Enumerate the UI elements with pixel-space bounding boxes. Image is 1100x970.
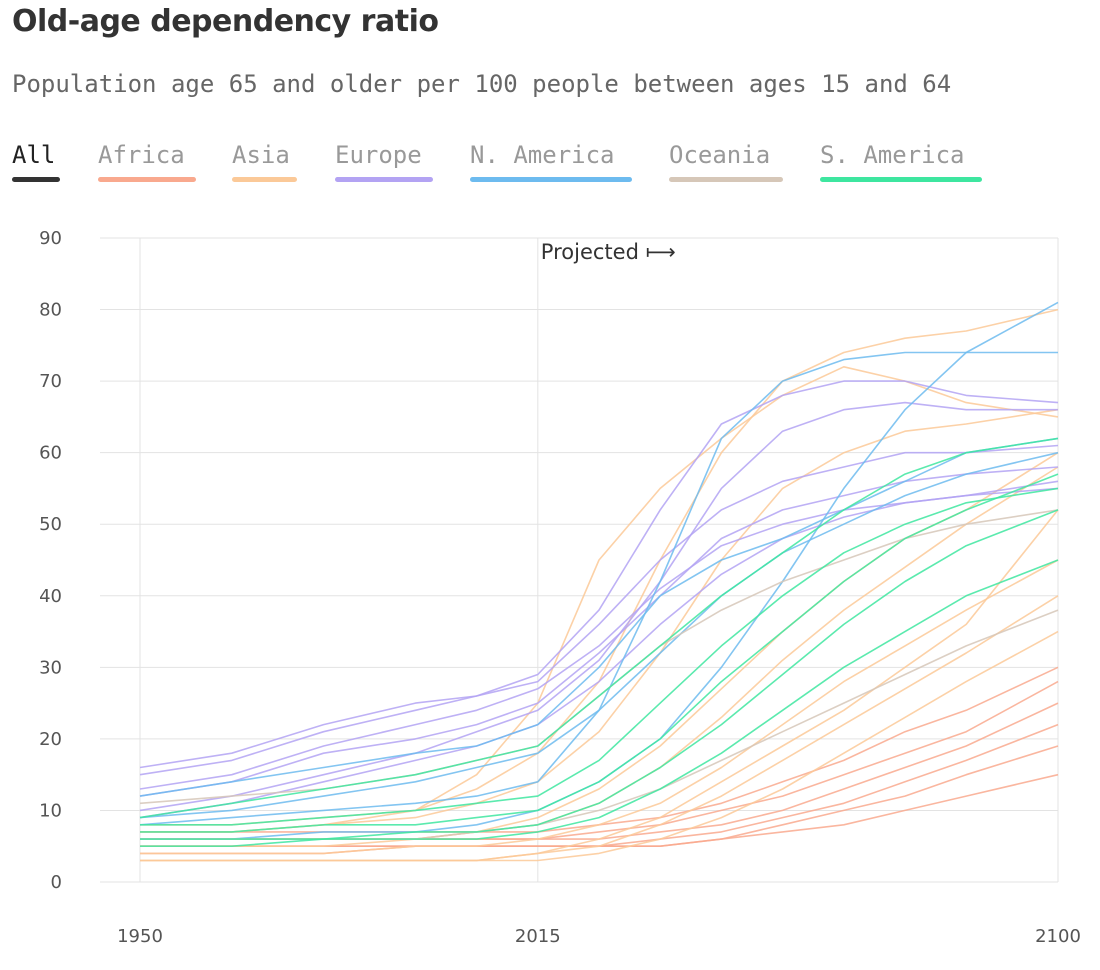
series-line [140, 473, 1059, 833]
tab-all-underline [12, 177, 60, 182]
tab-europe-underline [335, 177, 433, 182]
dependency-ratio-chart: 0 10 20 30 40 50 60 70 80 90 1950 2015 2100 Projected… [39, 228, 1081, 947]
y-tick-label: 20 [39, 729, 62, 750]
series-line [139, 466, 1059, 797]
tab-oceania[interactable]: Oceania [669, 140, 783, 186]
tab-all-label: All [12, 141, 56, 169]
tab-africa-label: Africa [98, 141, 185, 169]
y-tick-label: 90 [39, 228, 62, 249]
series-line [139, 480, 1059, 819]
x-tick-label: 2015 [515, 926, 561, 947]
tab-asia-label: Asia [232, 141, 290, 169]
tab-asia-underline [232, 177, 297, 182]
y-tick-label: 30 [39, 657, 62, 678]
series-line [139, 444, 1059, 776]
tab-europe-label: Europe [335, 141, 422, 169]
y-tick-label: 50 [39, 514, 62, 535]
tab-africa[interactable]: Africa [98, 140, 196, 186]
series-line [139, 351, 1058, 826]
series-line [140, 301, 1059, 840]
series-line [139, 487, 1059, 790]
series-line [140, 408, 1059, 833]
series-line [139, 451, 1059, 819]
series-line [140, 559, 1059, 848]
x-tick-label: 1950 [117, 926, 163, 947]
tab-oceania-label: Oceania [669, 141, 771, 169]
series-line [140, 487, 1059, 826]
series-line [140, 366, 1059, 833]
page-subtitle: Population age 65 and older per 100 peop… [12, 70, 952, 98]
series-line [139, 437, 1059, 819]
y-tick-label: 10 [39, 800, 62, 821]
series-line [140, 609, 1059, 840]
y-tick-label: 60 [39, 443, 62, 464]
x-tick-label: 2100 [1035, 926, 1081, 947]
y-tick-label: 0 [51, 872, 62, 893]
series-line [140, 452, 1059, 848]
tab-africa-underline [98, 177, 196, 182]
tab-asia[interactable]: Asia [232, 140, 297, 186]
series-line [139, 437, 1059, 797]
tab-s-america-label: S. America [820, 141, 965, 169]
series-line [140, 559, 1059, 855]
tab-s-america[interactable]: S. America [820, 140, 982, 186]
series-line [139, 380, 1059, 769]
page-title: Old-age dependency ratio [12, 4, 439, 39]
series-line [140, 702, 1059, 840]
projected-annotation: Projected ⟼ [541, 240, 676, 264]
y-tick-label: 70 [39, 371, 62, 392]
tab-all[interactable]: All [12, 140, 60, 186]
series-line [139, 401, 1058, 812]
tab-europe[interactable]: Europe [335, 140, 433, 186]
series-line [140, 509, 1059, 862]
tab-oceania-underline [669, 177, 783, 182]
y-tick-label: 40 [39, 586, 62, 607]
tab-n-america[interactable]: N. America [470, 140, 632, 186]
y-tick-label: 80 [39, 300, 62, 321]
tab-n-america-label: N. America [470, 141, 615, 169]
tab-n-america-underline [470, 177, 632, 182]
series-line [140, 509, 1059, 840]
tab-s-america-underline [820, 177, 982, 182]
